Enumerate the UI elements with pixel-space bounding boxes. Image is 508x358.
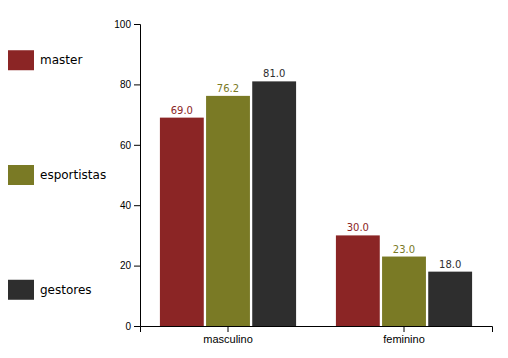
tick: 100 [114,19,140,30]
tick: feminino [383,326,425,345]
legend-item: master [8,50,82,70]
bar [160,118,204,326]
axis-line [134,25,141,327]
bar [252,81,296,326]
legend-label: esportistas [40,168,106,182]
tick-label: 0 [125,321,131,332]
tick-mark [134,84,140,85]
bars [160,81,472,326]
legend-swatch [8,50,34,70]
bar [206,96,250,326]
data-label: 30.0 [347,222,369,233]
tick-label: 40 [120,200,132,211]
tick-label: 60 [120,140,132,151]
tick-mark [134,326,140,327]
bar [336,235,380,326]
legend: master esportistas gestores [8,50,106,300]
tick: masculino [203,326,253,345]
tick-mark [134,24,140,25]
tick: 60 [120,140,140,151]
tick-label: feminino [383,333,425,345]
tick: 20 [120,260,140,271]
tick-mark [134,266,140,267]
legend-item: esportistas [8,165,106,185]
legend-swatch [8,280,34,300]
bar [428,272,472,326]
data-label: 76.2 [217,83,239,94]
tick: 40 [120,200,140,211]
tick: 0 [125,321,140,332]
tick-label: 100 [114,19,131,30]
tick-mark [228,326,229,332]
legend-swatch [8,165,34,185]
plot: 69.0 30.0 76.2 23.0 81.0 18.0 0 20 40 60 80 100 masc… [114,19,492,345]
tick-label: 80 [120,79,132,90]
tick-mark [404,326,405,332]
bar [382,257,426,326]
data-label: 18.0 [439,259,461,270]
tick-label: 20 [120,260,132,271]
tick-mark [134,205,140,206]
x-axis: masculino feminino [141,326,493,345]
tick-label: masculino [203,333,253,345]
y-axis: 0 20 40 60 80 100 [114,19,140,332]
tick: 80 [120,79,140,90]
legend-label: gestores [40,283,92,297]
legend-item: gestores [8,280,92,300]
data-label: 69.0 [171,105,193,116]
data-label: 23.0 [393,244,415,255]
data-label: 81.0 [263,68,285,79]
data-labels: 69.0 30.0 76.2 23.0 81.0 18.0 [171,68,462,269]
axis-line [141,327,493,333]
legend-label: master [40,53,82,67]
tick-mark [134,145,140,146]
chart: 69.0 30.0 76.2 23.0 81.0 18.0 0 20 40 60 80 100 masc… [0,0,508,358]
